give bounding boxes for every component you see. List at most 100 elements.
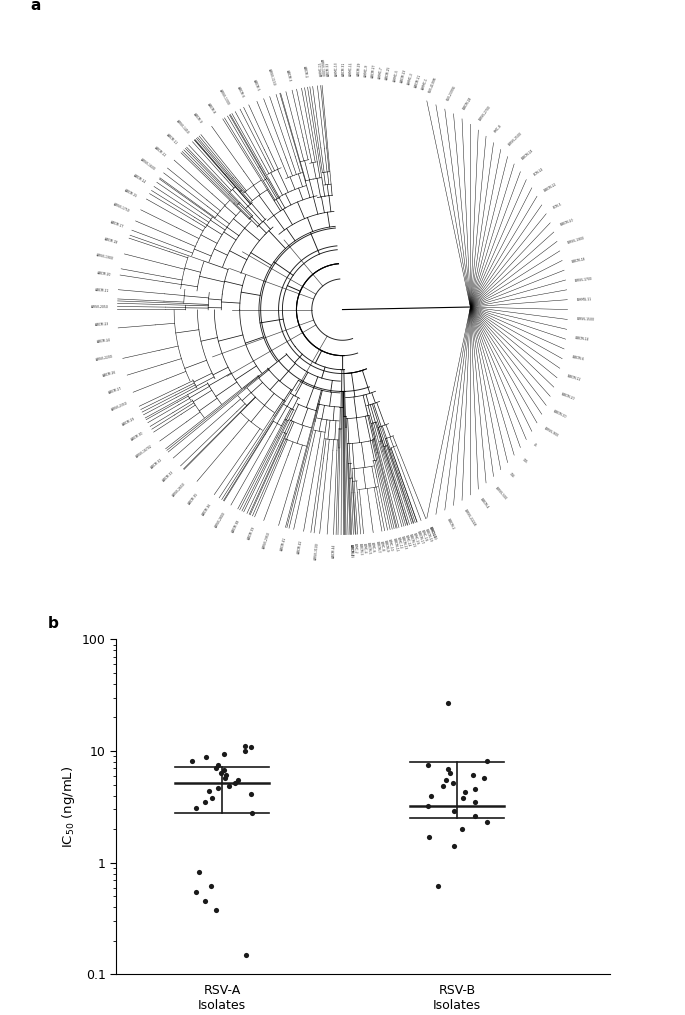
Text: B-MC-16: B-MC-16 bbox=[412, 532, 420, 545]
Text: A-BCM-6: A-BCM-6 bbox=[236, 85, 245, 98]
Point bbox=[224, 777, 235, 794]
Point bbox=[449, 803, 460, 819]
Text: B-RSV-22248: B-RSV-22248 bbox=[462, 509, 476, 527]
Text: A-BCM-25: A-BCM-25 bbox=[386, 65, 393, 80]
Text: A-HMC-15: A-HMC-15 bbox=[319, 62, 324, 76]
Text: A-BCM-21: A-BCM-21 bbox=[95, 288, 110, 293]
Point bbox=[460, 784, 471, 800]
Text: B-BCM-12: B-BCM-12 bbox=[566, 374, 582, 382]
Point bbox=[215, 764, 226, 781]
Y-axis label: IC$_{50}$ (ng/mL): IC$_{50}$ (ng/mL) bbox=[60, 765, 77, 849]
Text: A-RSV-2050: A-RSV-2050 bbox=[90, 306, 108, 310]
Point bbox=[206, 790, 217, 806]
Text: A-BCM-17: A-BCM-17 bbox=[110, 220, 124, 229]
Point bbox=[245, 739, 256, 755]
Text: B-BCM-7: B-BCM-7 bbox=[375, 541, 380, 554]
Text: A-RSV-16702: A-RSV-16702 bbox=[136, 445, 153, 459]
Text: A-BCM-38: A-BCM-38 bbox=[232, 519, 241, 533]
Point bbox=[481, 752, 492, 768]
Text: B-BCM-2: B-BCM-2 bbox=[446, 518, 455, 531]
Point bbox=[432, 878, 443, 894]
Point bbox=[448, 838, 459, 855]
Text: A-BCM-26: A-BCM-26 bbox=[103, 370, 118, 379]
Text: A-BCM-41: A-BCM-41 bbox=[280, 536, 288, 551]
Text: RSV-4199R: RSV-4199R bbox=[428, 76, 438, 93]
Text: A-RSV-1900: A-RSV-1900 bbox=[96, 253, 114, 261]
Text: 344: 344 bbox=[508, 472, 514, 479]
Text: A-RSV-1300: A-RSV-1300 bbox=[218, 88, 230, 107]
Point bbox=[199, 794, 210, 810]
Text: a: a bbox=[30, 0, 41, 12]
Text: A-BCM-5: A-BCM-5 bbox=[252, 79, 260, 92]
Text: A-BCM-45: A-BCM-45 bbox=[349, 543, 353, 558]
Point bbox=[478, 769, 489, 786]
Point bbox=[212, 780, 223, 796]
Text: RSV-23994: RSV-23994 bbox=[446, 84, 457, 102]
Text: A-BCM-29: A-BCM-29 bbox=[121, 416, 136, 426]
Text: A-BCM-11: A-BCM-11 bbox=[165, 133, 178, 146]
Point bbox=[218, 761, 229, 777]
Text: BCM-14: BCM-14 bbox=[533, 166, 545, 177]
Text: A-BCM-44: A-BCM-44 bbox=[332, 543, 336, 558]
Text: B-MC-8: B-MC-8 bbox=[379, 540, 384, 551]
Text: B-BCM-20: B-BCM-20 bbox=[560, 218, 575, 227]
Point bbox=[469, 808, 480, 824]
Text: B-MC-2: B-MC-2 bbox=[353, 543, 358, 554]
Text: 345: 345 bbox=[521, 458, 528, 465]
Point bbox=[470, 781, 481, 797]
Point bbox=[187, 752, 198, 768]
Point bbox=[211, 759, 222, 775]
Point bbox=[241, 947, 252, 963]
Text: A-BCM-30: A-BCM-30 bbox=[130, 430, 145, 442]
Text: B-BCM-11: B-BCM-11 bbox=[391, 538, 399, 552]
Text: A-BCM-42: A-BCM-42 bbox=[297, 540, 303, 554]
Point bbox=[219, 769, 230, 786]
Text: B-BCM-22: B-BCM-22 bbox=[543, 182, 558, 193]
Point bbox=[469, 794, 480, 810]
Text: B-BCM-5: B-BCM-5 bbox=[366, 542, 371, 555]
Point bbox=[458, 790, 469, 806]
Text: B-BCM-28: B-BCM-28 bbox=[462, 96, 473, 111]
Text: B-MC-12: B-MC-12 bbox=[395, 537, 402, 550]
Point bbox=[240, 738, 251, 754]
Point bbox=[442, 695, 453, 712]
Text: A-RSV-2800: A-RSV-2800 bbox=[214, 511, 227, 528]
Text: B-BCM-10: B-BCM-10 bbox=[552, 410, 567, 419]
Text: B-MC-4: B-MC-4 bbox=[362, 542, 366, 553]
Point bbox=[443, 761, 453, 777]
Text: A-BCM-35: A-BCM-35 bbox=[187, 492, 199, 505]
Text: A-BCM-12: A-BCM-12 bbox=[153, 146, 166, 158]
Point bbox=[210, 901, 221, 918]
Text: A-BCM-18: A-BCM-18 bbox=[104, 236, 119, 245]
Text: A-RSV-1450: A-RSV-1450 bbox=[175, 119, 190, 135]
Point bbox=[200, 893, 211, 909]
Text: A-BCM-31: A-BCM-31 bbox=[342, 61, 346, 75]
Text: A-RSV-1750: A-RSV-1750 bbox=[113, 203, 131, 214]
Text: A-RSV-2350: A-RSV-2350 bbox=[111, 402, 129, 412]
Point bbox=[246, 787, 257, 803]
Text: B-HMG-11: B-HMG-11 bbox=[576, 297, 591, 302]
Text: B-BCM-3: B-BCM-3 bbox=[358, 543, 362, 555]
Point bbox=[212, 757, 223, 773]
Point bbox=[190, 884, 201, 900]
Text: A-BCM-14: A-BCM-14 bbox=[132, 174, 147, 185]
Text: A-RSV-3100: A-RSV-3100 bbox=[314, 542, 320, 560]
Point bbox=[206, 878, 216, 894]
Text: A-HMC-3: A-HMC-3 bbox=[407, 72, 414, 85]
Text: B-BCM-20: B-BCM-20 bbox=[560, 392, 575, 401]
Point bbox=[482, 814, 493, 830]
Point bbox=[190, 800, 201, 816]
Point bbox=[219, 745, 229, 761]
Text: b: b bbox=[47, 616, 58, 631]
Text: B-BCM-9: B-BCM-9 bbox=[383, 539, 389, 552]
Text: A-BCM-8: A-BCM-8 bbox=[206, 103, 216, 115]
Text: A-BCM-15: A-BCM-15 bbox=[123, 189, 138, 199]
Text: A-HMC-11: A-HMC-11 bbox=[349, 61, 353, 76]
Text: B-RSV-1900: B-RSV-1900 bbox=[566, 236, 585, 246]
Text: B-MC-10: B-MC-10 bbox=[387, 539, 393, 552]
Text: B-BCM-19: B-BCM-19 bbox=[424, 528, 433, 542]
Text: HMC-8: HMC-8 bbox=[494, 124, 503, 134]
Point bbox=[194, 864, 205, 880]
Point bbox=[246, 805, 257, 821]
Point bbox=[200, 749, 211, 765]
